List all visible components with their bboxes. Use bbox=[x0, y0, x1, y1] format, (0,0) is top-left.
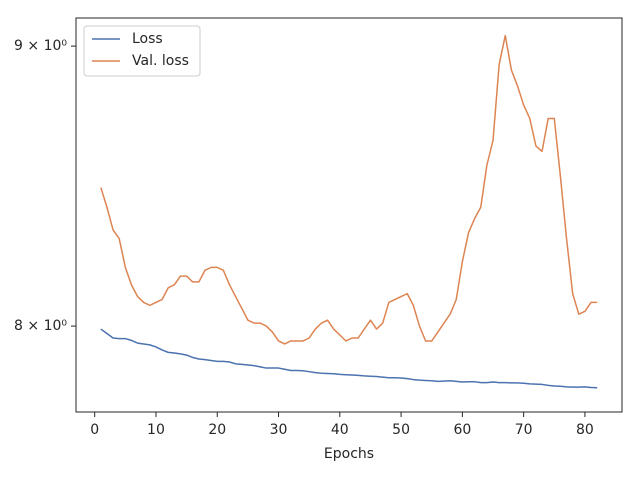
x-tick-label: 10 bbox=[147, 422, 165, 438]
y-tick-label: 9 × 10⁰ bbox=[14, 38, 67, 54]
axes-frame bbox=[75, 17, 623, 413]
legend-label: Loss bbox=[132, 31, 163, 47]
y-tick-label: 8 × 10⁰ bbox=[14, 318, 67, 334]
x-tick-label: 50 bbox=[392, 422, 410, 438]
series-line bbox=[100, 328, 598, 389]
x-axis-label: Epochs bbox=[324, 446, 374, 462]
x-tick-label: 30 bbox=[270, 422, 288, 438]
x-tick-label: 20 bbox=[208, 422, 226, 438]
x-tick-label: 60 bbox=[453, 422, 471, 438]
x-tick-label: 70 bbox=[515, 422, 533, 438]
legend-label: Val. loss bbox=[132, 53, 189, 69]
x-tick-label: 0 bbox=[90, 422, 99, 438]
series-line bbox=[100, 34, 598, 345]
x-tick-label: 80 bbox=[576, 422, 594, 438]
x-tick-label: 40 bbox=[331, 422, 349, 438]
